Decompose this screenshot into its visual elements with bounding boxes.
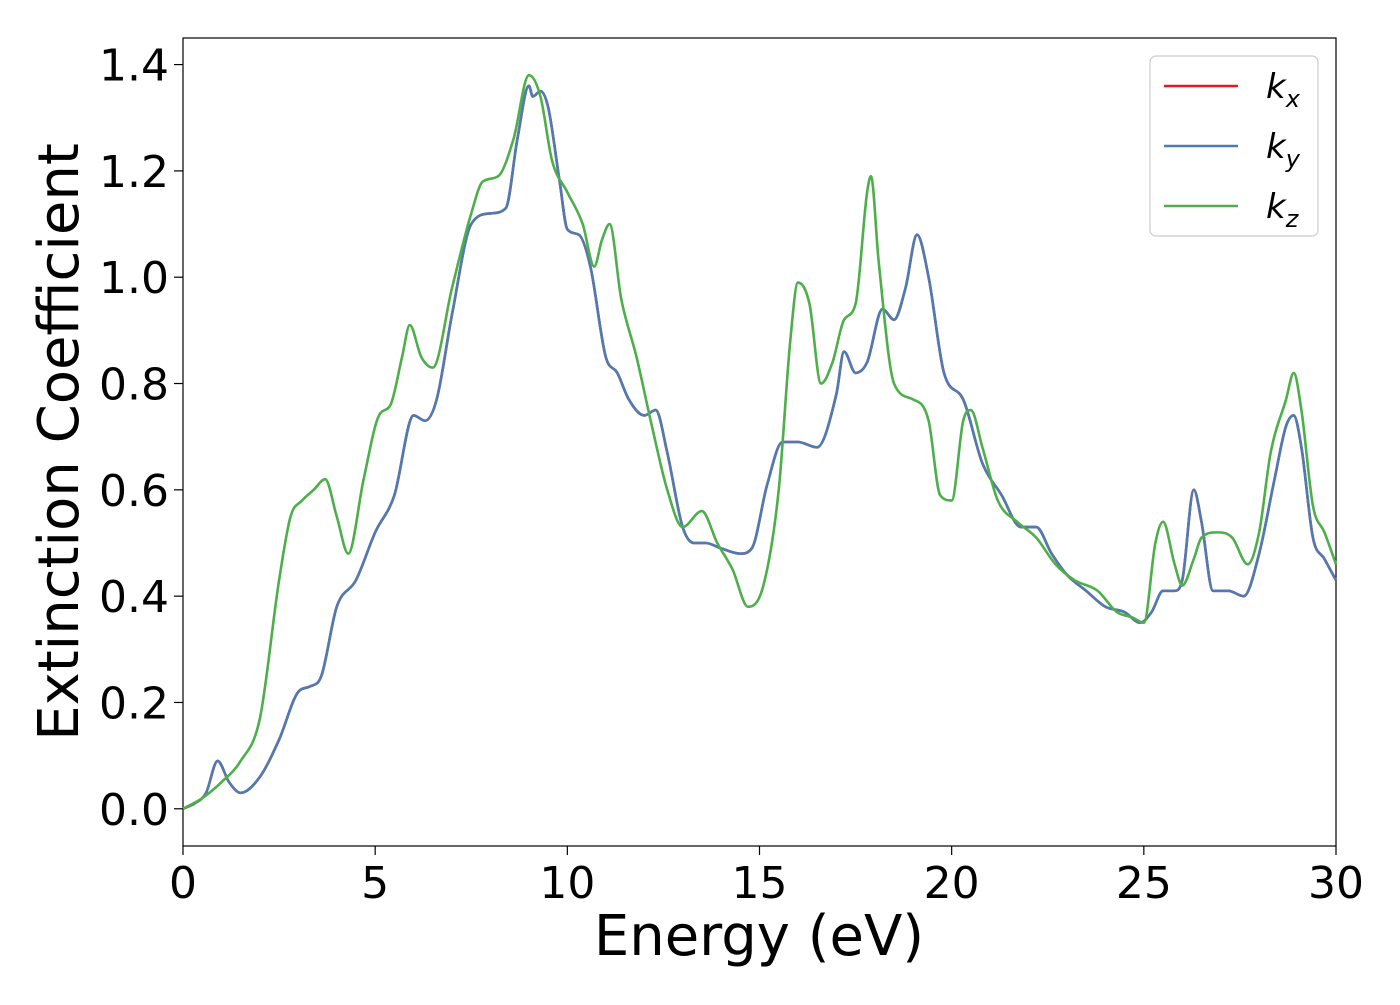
- legend-label-base: k: [1266, 187, 1287, 227]
- x-axis-title: Energy (eV): [594, 904, 924, 969]
- legend-label-subscript: y: [1285, 145, 1301, 173]
- x-tick-label: 20: [924, 858, 980, 909]
- x-tick-label: 10: [539, 858, 595, 909]
- y-tick-label: 0.4: [99, 572, 169, 623]
- legend-label-base: k: [1266, 127, 1287, 167]
- legend-label-kx: kx: [1266, 67, 1301, 113]
- y-axis-title: Extinction Coefficient: [27, 143, 92, 741]
- y-axis: 0.0 0.2 0.4 0.6 0.8 1.0 1.2 1.4: [99, 41, 183, 836]
- x-axis: 0 5 10 15 20 25 30: [169, 846, 1364, 909]
- series-layer: [182, 73, 1338, 810]
- y-tick-label: 0.0: [99, 785, 169, 836]
- legend-label-ky: ky: [1266, 127, 1301, 173]
- series-line-ky: [182, 84, 1338, 810]
- legend-label-base: k: [1266, 67, 1287, 107]
- x-tick-label: 0: [169, 858, 197, 909]
- y-tick-label: 1.0: [99, 253, 169, 304]
- legend-label-subscript: x: [1285, 85, 1301, 113]
- y-tick-label: 0.6: [99, 466, 169, 517]
- legend-label-subscript: z: [1285, 205, 1300, 233]
- y-tick-label: 1.4: [99, 41, 169, 92]
- y-tick-label: 0.2: [99, 678, 169, 729]
- x-tick-label: 5: [361, 858, 389, 909]
- x-tick-label: 15: [732, 858, 788, 909]
- y-tick-label: 0.8: [99, 360, 169, 411]
- legend-label-kz: kz: [1266, 187, 1300, 233]
- x-tick-label: 25: [1116, 858, 1172, 909]
- x-tick-label: 30: [1308, 858, 1364, 909]
- series-line-kz: [182, 73, 1338, 810]
- y-tick-label: 1.2: [99, 147, 169, 198]
